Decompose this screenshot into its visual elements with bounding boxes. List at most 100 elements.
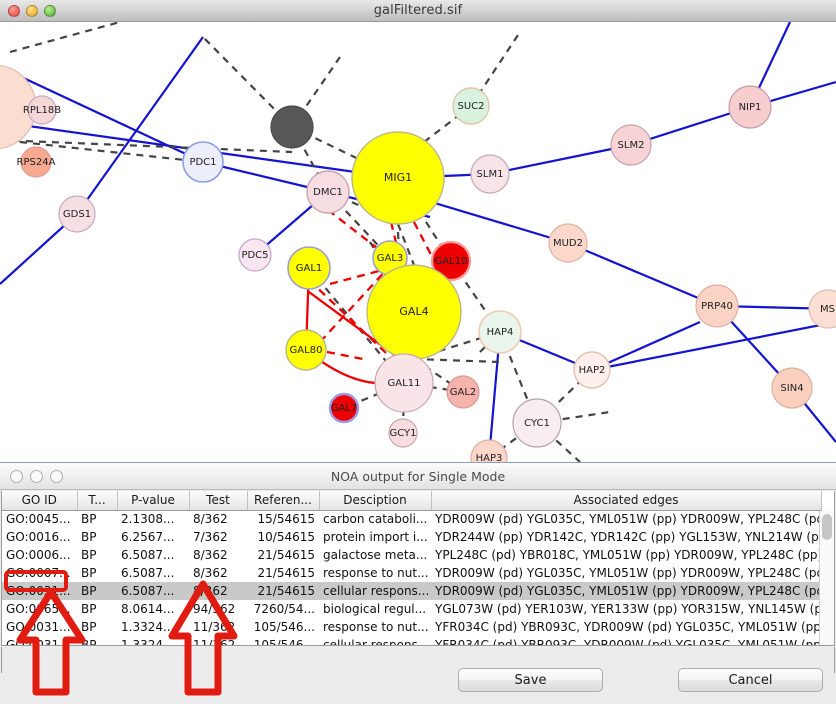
cell-associated-edges: YGL073W (pd) YER103W, YER133W (pp) YOR31… xyxy=(435,602,821,616)
cell-description: cellular respons... xyxy=(323,638,430,646)
scrollbar-thumb[interactable] xyxy=(822,514,832,540)
column-header-associated-edges[interactable]: Associated edges xyxy=(431,491,822,511)
cell-test: 11/362 xyxy=(193,620,236,634)
network-node[interactable] xyxy=(285,329,327,371)
column-header-reference[interactable]: Referen... xyxy=(247,491,320,511)
cell-go-id: GO:0016... xyxy=(6,530,71,544)
cell-associated-edges: YDR009W (pd) YGL035C, YML051W (pp) YDR00… xyxy=(431,582,821,600)
cell-description: response to nut... xyxy=(323,620,429,634)
network-node[interactable] xyxy=(573,351,611,389)
cell-p-value: 6.5087... xyxy=(121,566,175,580)
network-node[interactable] xyxy=(478,310,522,354)
table-vertical-scrollbar[interactable] xyxy=(819,511,833,645)
table-row[interactable]: GO:0007... BP 6.5087... 8/362 21/54615 r… xyxy=(2,564,821,582)
noa-minimize-button[interactable] xyxy=(30,469,43,483)
cell-associated-edges: YFR034C (pd) YBR093C, YDR009W (pd) YGL03… xyxy=(435,620,821,634)
cell-associated-edges: YFR034C (pd) YBR093C, YDR009W (pd) YGL03… xyxy=(435,638,821,646)
cell-test: 94/362 xyxy=(193,602,236,616)
network-node[interactable] xyxy=(58,195,96,233)
network-node[interactable] xyxy=(306,170,350,214)
table-row[interactable]: GO:0031... BP 1.3324... 11/362 105/546..… xyxy=(2,636,821,646)
network-canvas[interactable]: RPL18B RPS24A GDS1 PDC1 PDC5 DMC1 MIG1 S… xyxy=(0,22,836,462)
noa-results-table-container[interactable]: GO ID T... P-value Test Referen... Desci… xyxy=(1,491,835,646)
zoom-window-button[interactable] xyxy=(44,4,56,17)
network-node[interactable] xyxy=(388,418,418,448)
network-node[interactable] xyxy=(430,240,472,282)
network-node[interactable] xyxy=(446,375,480,409)
cell-description: cellular respons... xyxy=(319,582,431,600)
table-row[interactable]: GO:0065... BP 8.0614... 94/362 7260/54..… xyxy=(2,600,821,618)
table-row[interactable]: GO:0006... BP 6.5087... 8/362 21/54615 g… xyxy=(2,546,821,564)
cell-type: BP xyxy=(81,548,97,562)
network-node[interactable] xyxy=(771,367,813,409)
cell-reference: 105/546... xyxy=(253,638,315,646)
column-header-test[interactable]: Test xyxy=(189,491,248,511)
network-node[interactable] xyxy=(351,131,445,225)
network-node[interactable] xyxy=(452,87,490,125)
column-header-p-value[interactable]: P-value xyxy=(117,491,190,511)
network-node[interactable] xyxy=(366,264,462,360)
network-node[interactable] xyxy=(374,353,434,413)
network-node[interactable] xyxy=(610,124,652,166)
cell-description: response to nut... xyxy=(323,566,429,580)
cell-test: 11/362 xyxy=(193,638,236,646)
column-header-go-id[interactable]: GO ID xyxy=(2,491,78,511)
cell-description: galactose meta... xyxy=(323,548,428,562)
network-node[interactable] xyxy=(470,154,510,194)
network-node[interactable] xyxy=(20,146,52,178)
cell-go-id: GO:0031... xyxy=(6,638,71,646)
cancel-button[interactable]: Cancel xyxy=(678,668,823,692)
cell-p-value: 6.5087... xyxy=(121,548,175,562)
cell-p-value: 1.3324... xyxy=(121,638,175,646)
cell-test: 8/362 xyxy=(193,548,228,562)
cell-test: 8/362 xyxy=(193,512,228,527)
cell-type: BP xyxy=(81,566,97,580)
table-header-row: GO ID T... P-value Test Referen... Desci… xyxy=(2,491,822,511)
cell-go-id: GO:0007... xyxy=(6,566,71,580)
network-node[interactable] xyxy=(728,85,772,129)
close-window-button[interactable] xyxy=(8,4,20,17)
network-node[interactable] xyxy=(548,223,588,263)
noa-close-button[interactable] xyxy=(10,469,23,483)
column-header-description[interactable]: Desciption xyxy=(319,491,432,511)
cell-associated-edges: YPL248C (pd) YBR018C, YML051W (pp) YDR00… xyxy=(435,548,821,562)
table-row[interactable]: GO:0045... BP 2.1308... 8/362 15/54615 c… xyxy=(2,510,821,528)
network-node[interactable] xyxy=(27,95,57,125)
cell-description: biological regul... xyxy=(323,602,427,616)
cell-description: protein import i... xyxy=(323,530,428,544)
cell-type: BP xyxy=(81,530,97,544)
table-body: GO:0045... BP 2.1308... 8/362 15/54615 c… xyxy=(2,510,821,646)
cell-p-value: 6.5087... xyxy=(117,582,189,600)
node-layer xyxy=(0,64,836,462)
network-node[interactable] xyxy=(808,289,836,329)
cell-type: BP xyxy=(81,512,97,527)
minimize-window-button[interactable] xyxy=(26,4,38,17)
cell-test: 8/362 xyxy=(193,566,228,580)
save-button[interactable]: Save xyxy=(458,668,603,692)
network-node[interactable] xyxy=(287,246,331,290)
network-node[interactable] xyxy=(512,398,562,448)
network-node[interactable] xyxy=(328,392,360,424)
cell-reference: 21/54615 xyxy=(257,548,316,562)
cell-test: 8/362 xyxy=(189,582,247,600)
cell-go-id: GO:0031... xyxy=(6,620,71,634)
column-header-type[interactable]: T... xyxy=(77,491,118,511)
network-node[interactable] xyxy=(470,439,508,462)
network-node[interactable] xyxy=(695,284,739,328)
table-row-selected[interactable]: GO:0031... BP 6.5087... 8/362 21/54615 c… xyxy=(2,582,821,600)
noa-output-window: NOA output for Single Mode GO ID T... P-… xyxy=(0,462,836,704)
network-node[interactable] xyxy=(182,141,224,183)
table-row[interactable]: GO:0016... BP 6.2567... 7/362 10/54615 p… xyxy=(2,528,821,546)
network-node[interactable] xyxy=(270,105,314,149)
cell-type: BP xyxy=(77,582,117,600)
cell-p-value: 1.3324... xyxy=(121,620,175,634)
cell-go-id: GO:0031... xyxy=(2,582,77,600)
cell-associated-edges: YDR009W (pd) YGL035C, YML051W (pp) YDR00… xyxy=(435,566,821,580)
cell-go-id: GO:0065... xyxy=(6,602,71,616)
cell-reference: 15/54615 xyxy=(257,512,316,527)
network-node[interactable] xyxy=(238,238,272,272)
cell-reference: 21/54615 xyxy=(257,566,316,580)
table-row[interactable]: GO:0031... BP 1.3324... 11/362 105/546..… xyxy=(2,618,821,636)
cell-type: BP xyxy=(81,602,97,616)
noa-zoom-button[interactable] xyxy=(50,469,63,483)
